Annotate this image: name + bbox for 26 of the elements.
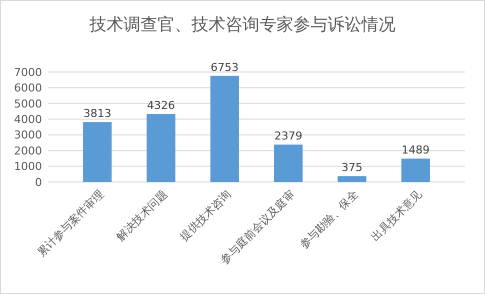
y-tick-label: 0 <box>35 176 42 189</box>
y-tick-label: 4000 <box>14 112 42 126</box>
y-tick-label: 6000 <box>14 82 42 95</box>
y-tick-label: 2000 <box>14 144 42 158</box>
bar <box>401 158 430 182</box>
y-tick-label: 7000 <box>14 66 42 79</box>
bar <box>274 144 303 182</box>
x-tick-label: 提供技术咨询 <box>178 188 234 244</box>
y-tick-label: 3000 <box>14 128 42 142</box>
x-tick-label: 解决技术问题 <box>114 188 170 244</box>
data-label: 6753 <box>210 60 239 74</box>
y-tick-label: 1000 <box>14 160 42 174</box>
data-label: 3813 <box>83 107 112 120</box>
bar <box>338 176 366 182</box>
bar <box>83 122 112 182</box>
chart-title: 技术调查官、技术咨询专家参与诉讼情况 <box>88 15 396 35</box>
data-label: 2379 <box>274 130 302 143</box>
data-label: 4326 <box>147 99 176 112</box>
x-tick-label: 出具技术意见 <box>368 188 425 244</box>
x-tick-label: 参与勘验、保全 <box>297 188 361 252</box>
bar <box>146 114 176 182</box>
y-tick-label: 5000 <box>14 97 42 110</box>
x-tick-label: 累计参与案件审理 <box>34 188 106 260</box>
data-label: 375 <box>341 161 362 174</box>
bar <box>210 76 239 182</box>
data-label: 1489 <box>402 144 430 157</box>
